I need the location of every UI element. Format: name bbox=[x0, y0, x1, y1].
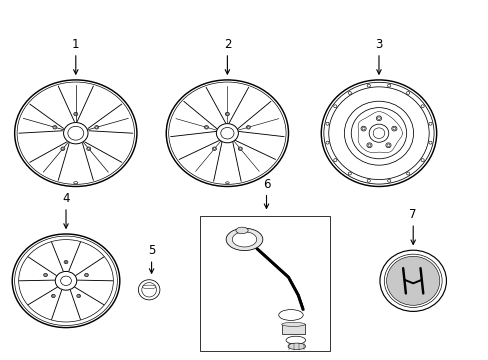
Ellipse shape bbox=[368, 124, 388, 142]
Ellipse shape bbox=[68, 126, 83, 140]
Ellipse shape bbox=[428, 122, 431, 125]
Ellipse shape bbox=[63, 122, 88, 144]
Ellipse shape bbox=[347, 172, 351, 175]
Ellipse shape bbox=[226, 113, 228, 115]
Ellipse shape bbox=[213, 148, 215, 150]
Ellipse shape bbox=[387, 84, 390, 87]
Ellipse shape bbox=[75, 113, 77, 115]
Ellipse shape bbox=[225, 228, 263, 251]
Ellipse shape bbox=[247, 126, 249, 128]
Ellipse shape bbox=[376, 116, 381, 121]
Ellipse shape bbox=[347, 91, 351, 94]
Ellipse shape bbox=[84, 273, 88, 276]
Bar bbox=[200, 216, 329, 351]
Ellipse shape bbox=[87, 148, 90, 150]
Ellipse shape bbox=[325, 122, 328, 125]
Ellipse shape bbox=[232, 232, 256, 247]
Ellipse shape bbox=[367, 144, 370, 147]
Ellipse shape bbox=[235, 227, 248, 234]
Ellipse shape bbox=[366, 143, 371, 148]
Ellipse shape bbox=[61, 148, 64, 150]
Ellipse shape bbox=[65, 261, 67, 263]
Ellipse shape bbox=[221, 127, 233, 139]
Ellipse shape bbox=[350, 108, 406, 159]
Ellipse shape bbox=[406, 172, 409, 175]
Ellipse shape bbox=[238, 147, 242, 150]
Ellipse shape bbox=[51, 294, 55, 298]
Ellipse shape bbox=[205, 126, 207, 128]
Ellipse shape bbox=[216, 123, 238, 143]
Text: 6: 6 bbox=[262, 178, 270, 191]
Ellipse shape bbox=[53, 126, 57, 129]
Text: 5: 5 bbox=[147, 244, 155, 257]
Ellipse shape bbox=[428, 141, 431, 144]
Ellipse shape bbox=[142, 285, 156, 289]
Ellipse shape bbox=[142, 283, 156, 297]
Ellipse shape bbox=[64, 260, 68, 264]
Ellipse shape bbox=[377, 117, 380, 120]
Ellipse shape bbox=[386, 144, 389, 147]
Ellipse shape bbox=[74, 112, 78, 116]
Ellipse shape bbox=[333, 159, 336, 162]
Ellipse shape bbox=[406, 91, 409, 94]
Text: 4: 4 bbox=[62, 192, 70, 205]
Ellipse shape bbox=[386, 256, 439, 305]
Ellipse shape bbox=[344, 101, 413, 165]
Ellipse shape bbox=[285, 336, 305, 344]
Ellipse shape bbox=[61, 276, 71, 285]
Ellipse shape bbox=[44, 274, 46, 276]
Ellipse shape bbox=[281, 322, 305, 327]
Ellipse shape bbox=[77, 294, 81, 298]
Ellipse shape bbox=[95, 126, 99, 129]
Ellipse shape bbox=[372, 128, 384, 139]
Ellipse shape bbox=[379, 250, 446, 311]
Ellipse shape bbox=[52, 295, 54, 297]
Ellipse shape bbox=[392, 127, 395, 130]
Ellipse shape bbox=[246, 126, 250, 129]
Ellipse shape bbox=[54, 126, 56, 128]
Ellipse shape bbox=[204, 126, 208, 129]
Ellipse shape bbox=[321, 80, 436, 186]
Ellipse shape bbox=[15, 80, 137, 186]
Ellipse shape bbox=[212, 147, 216, 150]
Ellipse shape bbox=[420, 159, 424, 162]
Text: 3: 3 bbox=[374, 38, 382, 51]
Ellipse shape bbox=[78, 295, 80, 297]
Ellipse shape bbox=[287, 343, 305, 350]
Ellipse shape bbox=[387, 179, 390, 182]
Bar bbox=[281, 324, 305, 334]
Ellipse shape bbox=[391, 126, 396, 131]
Text: 7: 7 bbox=[408, 208, 416, 221]
Ellipse shape bbox=[86, 147, 91, 150]
Ellipse shape bbox=[61, 147, 65, 150]
Ellipse shape bbox=[278, 310, 303, 320]
Ellipse shape bbox=[366, 179, 369, 182]
Ellipse shape bbox=[366, 84, 369, 87]
Ellipse shape bbox=[333, 105, 336, 108]
Ellipse shape bbox=[166, 80, 288, 186]
Ellipse shape bbox=[225, 182, 229, 184]
Ellipse shape bbox=[85, 274, 87, 276]
Ellipse shape bbox=[362, 127, 365, 130]
Ellipse shape bbox=[420, 105, 424, 108]
Ellipse shape bbox=[138, 280, 160, 300]
Ellipse shape bbox=[96, 126, 98, 128]
Ellipse shape bbox=[74, 182, 78, 184]
Ellipse shape bbox=[325, 141, 328, 144]
Text: 2: 2 bbox=[223, 38, 231, 51]
Ellipse shape bbox=[43, 273, 47, 276]
Ellipse shape bbox=[385, 143, 390, 148]
Ellipse shape bbox=[225, 112, 229, 116]
Text: 1: 1 bbox=[72, 38, 80, 51]
Ellipse shape bbox=[360, 126, 366, 131]
Ellipse shape bbox=[55, 271, 77, 290]
Ellipse shape bbox=[12, 234, 120, 328]
Ellipse shape bbox=[239, 148, 241, 150]
